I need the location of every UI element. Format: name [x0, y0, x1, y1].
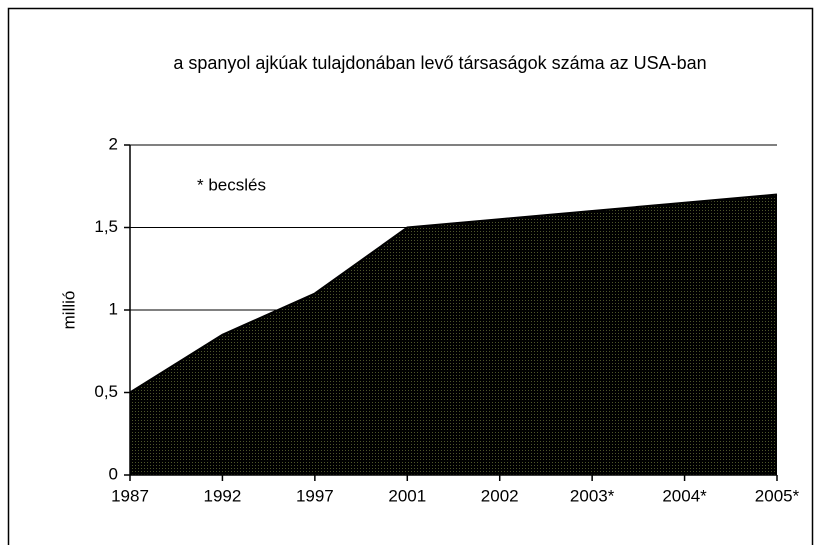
- y-axis-label: millió: [59, 291, 78, 330]
- y-tick-label: 0,5: [94, 382, 118, 401]
- y-tick-label: 2: [109, 134, 118, 153]
- chart-border: [7, 7, 814, 545]
- x-tick-label: 2001: [388, 486, 426, 505]
- chart-title: a spanyol ajkúak tulajdonában levő társa…: [173, 53, 707, 73]
- y-tick-label: 0: [109, 464, 118, 483]
- x-tick-label: 1997: [296, 486, 334, 505]
- area: [130, 194, 777, 475]
- x-tick-label: 2005*: [755, 486, 800, 505]
- x-tick-label: 2003*: [570, 486, 615, 505]
- x-tick-label: 1992: [204, 486, 242, 505]
- annotation: * becslés: [197, 175, 266, 194]
- x-tick-label: 2002: [481, 486, 519, 505]
- y-tick-label: 1: [109, 299, 118, 318]
- area-line: [129, 193, 778, 394]
- area-group: [130, 194, 777, 475]
- x-tick-label: 1987: [111, 486, 149, 505]
- x-tick-label: 2004*: [662, 486, 707, 505]
- y-tick-label: 1,5: [94, 217, 118, 236]
